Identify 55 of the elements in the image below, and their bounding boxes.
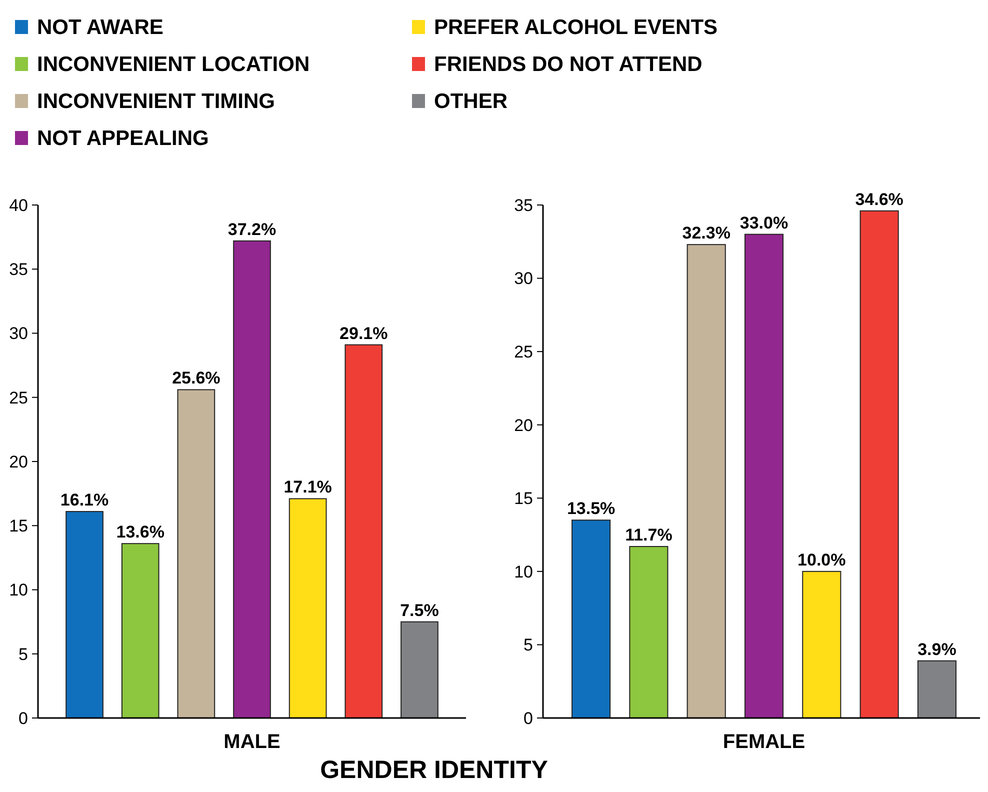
bar — [177, 389, 216, 718]
legend-label: INCONVENIENT LOCATION — [37, 53, 310, 76]
bar — [344, 344, 383, 718]
x-axis-title: GENDER IDENTITY — [320, 756, 548, 784]
x-tick-label: FEMALE — [722, 731, 806, 753]
legend-label: NOT APPEALING — [37, 127, 209, 150]
bar — [233, 240, 271, 718]
bar — [860, 210, 899, 718]
y-tick-label: 35 — [514, 196, 533, 215]
y-tick-label: 10 — [9, 580, 28, 600]
y-tick-label: 15 — [9, 516, 28, 536]
bar — [288, 498, 327, 718]
data-label: 37.2% — [228, 220, 276, 239]
bar — [629, 546, 668, 718]
legend-label: NOT AWARE — [37, 16, 164, 39]
data-label: 11.7% — [625, 526, 672, 545]
legend-label: INCONVENIENT TIMING — [37, 90, 276, 113]
x-tick-label: MALE — [224, 731, 280, 753]
data-label: 13.5% — [566, 499, 616, 518]
y-tick-label: 35 — [9, 260, 28, 280]
y-tick-label: 5 — [18, 644, 28, 664]
data-label: 13.6% — [116, 522, 164, 542]
legend-label: FRIENDS DO NOT ATTEND — [434, 53, 702, 76]
bar — [572, 520, 611, 718]
data-label: 17.1% — [284, 478, 332, 497]
bar — [400, 621, 438, 718]
legend-label: PREFER ALCOHOL EVENTS — [434, 16, 718, 39]
data-label: 33.0% — [740, 213, 788, 232]
y-tick-label: 30 — [514, 269, 533, 288]
bar — [686, 244, 726, 718]
data-label: 16.1% — [60, 490, 109, 510]
y-tick-label: 20 — [9, 452, 28, 472]
y-tick-label: 5 — [524, 636, 533, 655]
data-label: 25.6% — [172, 368, 220, 388]
y-tick-label: 20 — [514, 416, 533, 435]
bar — [917, 660, 956, 718]
bar — [66, 511, 104, 718]
data-label: 32.3% — [682, 224, 730, 243]
data-label: 34.6% — [855, 190, 904, 209]
data-label: 3.9% — [918, 640, 956, 659]
y-tick-label: 0 — [524, 708, 533, 728]
y-tick-label: 40 — [9, 196, 28, 215]
y-tick-label: 0 — [18, 708, 28, 728]
y-tick-label: 25 — [9, 388, 28, 408]
legend-label: OTHER — [434, 90, 508, 113]
y-tick-label: 30 — [9, 324, 28, 344]
data-label: 10.0% — [798, 550, 846, 570]
data-label: 29.1% — [340, 324, 388, 343]
bar — [121, 543, 160, 718]
y-tick-label: 25 — [514, 342, 533, 362]
data-label: 7.5% — [400, 600, 439, 620]
y-tick-label: 15 — [514, 489, 533, 508]
bar — [744, 234, 784, 718]
bar — [802, 570, 842, 718]
y-tick-label: 10 — [514, 562, 533, 582]
